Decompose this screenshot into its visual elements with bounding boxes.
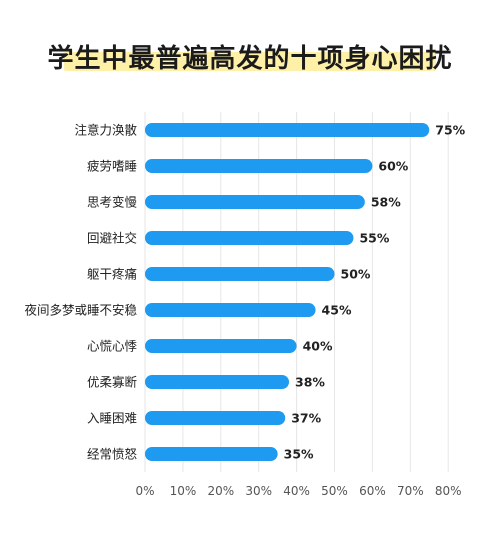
bar [145,339,297,353]
bar [145,267,335,281]
x-tick-label: 80% [435,484,462,498]
value-label: 45% [322,303,352,318]
x-tick-label: 40% [283,484,310,498]
value-label: 75% [435,123,465,138]
chart-title: 学生中最普遍高发的十项身心困扰 [47,44,453,74]
category-label: 心慌心悸 [87,339,138,354]
category-label: 优柔寡断 [87,375,137,390]
x-tick-label: 30% [245,484,272,498]
value-label: 60% [378,159,408,174]
bar [145,123,430,137]
category-label: 夜间多梦或睡不安稳 [24,303,137,318]
category-label: 思考变慢 [87,195,138,210]
x-tick-label: 0% [135,484,154,498]
category-label: 注意力涣散 [74,123,137,138]
x-tick-label: 70% [397,484,424,498]
value-label: 58% [371,195,401,210]
x-tick-label: 10% [170,484,197,498]
category-label: 经常愤怒 [87,447,138,462]
category-label: 疲劳嗜睡 [87,159,137,174]
category-label: 躯干疼痛 [87,267,137,282]
bar [145,447,278,461]
value-label: 55% [359,231,389,246]
bar [145,303,316,317]
x-tick-label: 50% [321,484,348,498]
bar [145,411,286,425]
value-label: 50% [341,267,371,282]
category-label: 入睡困难 [87,411,137,426]
value-label: 38% [295,375,325,390]
value-label: 37% [291,411,321,426]
bar [145,195,365,209]
title-wrap: 学生中最普遍高发的十项身心困扰 [0,38,500,75]
title-highlight [64,52,436,71]
bar [145,159,373,173]
x-tick-label: 60% [359,484,386,498]
x-tick-label: 20% [207,484,234,498]
category-label: 回避社交 [87,231,137,246]
value-label: 40% [303,339,333,354]
value-label: 35% [284,447,314,462]
bar [145,375,290,389]
bar [145,231,354,245]
